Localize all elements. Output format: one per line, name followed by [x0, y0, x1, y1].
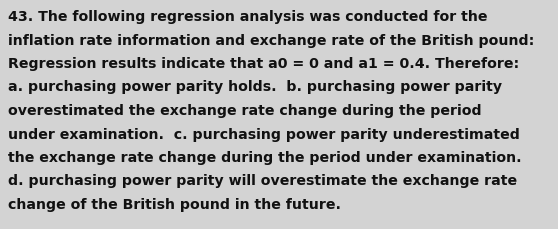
Text: a. purchasing power parity holds.  b. purchasing power parity: a. purchasing power parity holds. b. pur…	[8, 80, 502, 94]
Text: 43. The following regression analysis was conducted for the: 43. The following regression analysis wa…	[8, 10, 488, 24]
Text: overestimated the exchange rate change during the period: overestimated the exchange rate change d…	[8, 104, 482, 117]
Text: under examination.  c. purchasing power parity underestimated: under examination. c. purchasing power p…	[8, 127, 520, 141]
Text: Regression results indicate that a0 = 0 and a1 = 0.4. Therefore:: Regression results indicate that a0 = 0 …	[8, 57, 519, 71]
Text: d. purchasing power parity will overestimate the exchange rate: d. purchasing power parity will overesti…	[8, 174, 517, 188]
Text: inflation rate information and exchange rate of the British pound:: inflation rate information and exchange …	[8, 33, 535, 47]
Text: change of the British pound in the future.: change of the British pound in the futur…	[8, 197, 341, 211]
Text: the exchange rate change during the period under examination.: the exchange rate change during the peri…	[8, 150, 522, 164]
